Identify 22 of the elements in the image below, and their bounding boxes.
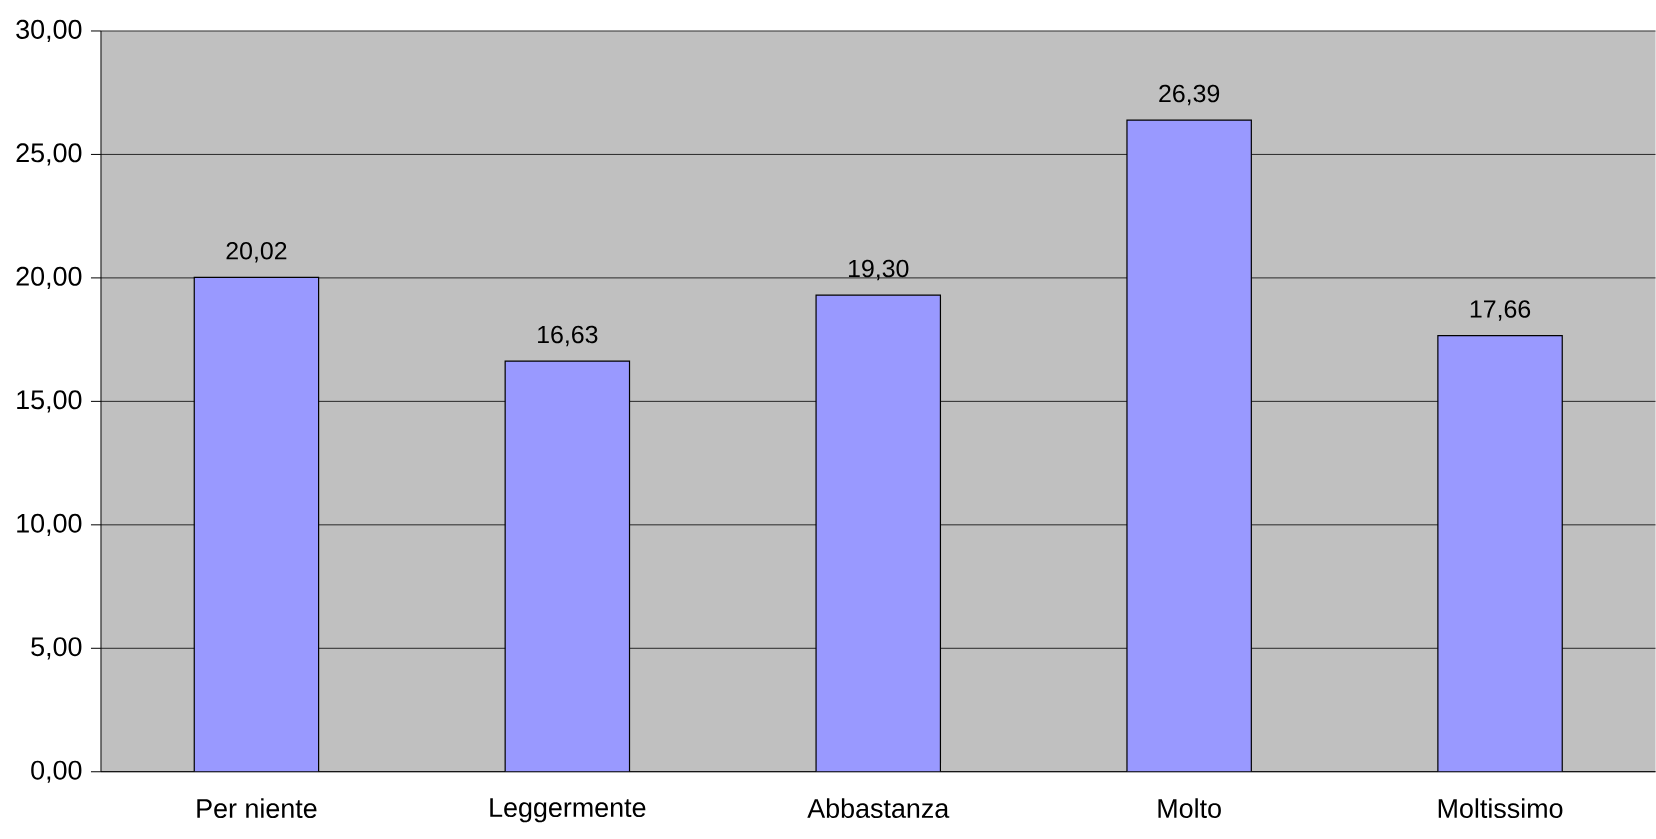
bar — [1126, 119, 1252, 772]
x-tick-label: Molto — [1158, 798, 1221, 819]
x-tick-label: Abbastanza — [807, 798, 950, 819]
x-tick-label: Leggermente — [490, 798, 646, 823]
bar — [504, 360, 631, 772]
y-tick-label: 5,00 — [31, 637, 82, 660]
data-label: 26,39 — [1159, 84, 1220, 106]
data-label: 20,02 — [226, 242, 287, 263]
data-label: 16,63 — [538, 325, 598, 347]
y-tick-label: 30,00 — [16, 19, 82, 43]
x-tick-label: Moltissimo — [1438, 798, 1563, 819]
y-tick-label: 10,00 — [17, 513, 82, 537]
x-tick-label: Per niente — [197, 798, 317, 819]
data-label: 19,30 — [848, 259, 909, 281]
y-tick-label: 25,00 — [16, 143, 82, 166]
bar — [1437, 335, 1563, 772]
bar — [193, 276, 320, 772]
y-tick-label: 15,00 — [17, 390, 82, 413]
y-tick-label: 0,00 — [31, 760, 82, 783]
bar — [815, 294, 942, 772]
data-label: 17,66 — [1470, 300, 1531, 321]
y-tick-label: 20,00 — [16, 266, 82, 290]
